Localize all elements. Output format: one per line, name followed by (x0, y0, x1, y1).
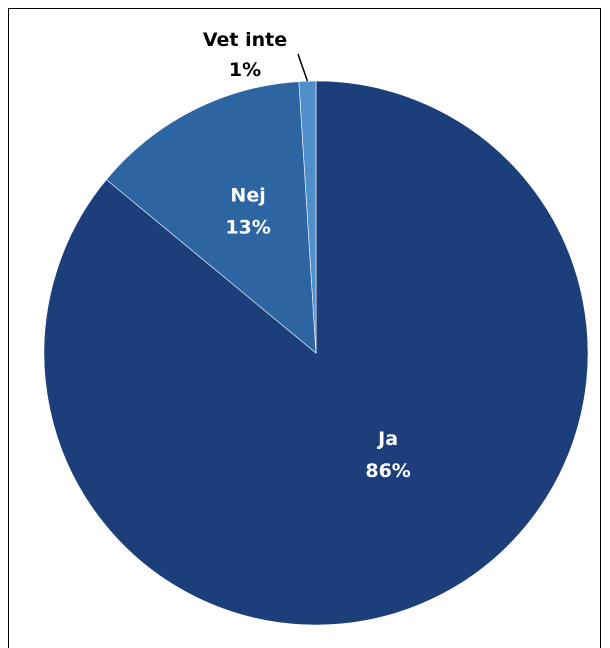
pie-labels: Ja 86% Nej 13% Vet inte 1% (203, 29, 411, 482)
pie-slices (43, 80, 589, 626)
slice-value-vet-inte: 1% (229, 59, 261, 81)
slice-value-nej: 13% (225, 217, 270, 239)
slice-label-nej: Nej (230, 185, 265, 207)
slice-value-ja: 86% (365, 460, 410, 482)
vet-inte-leader-line (297, 53, 309, 82)
slice-label-vet-inte: Vet inte (203, 29, 287, 51)
pie-slice-nej (105, 81, 317, 354)
slice-label-ja: Ja (376, 428, 398, 450)
